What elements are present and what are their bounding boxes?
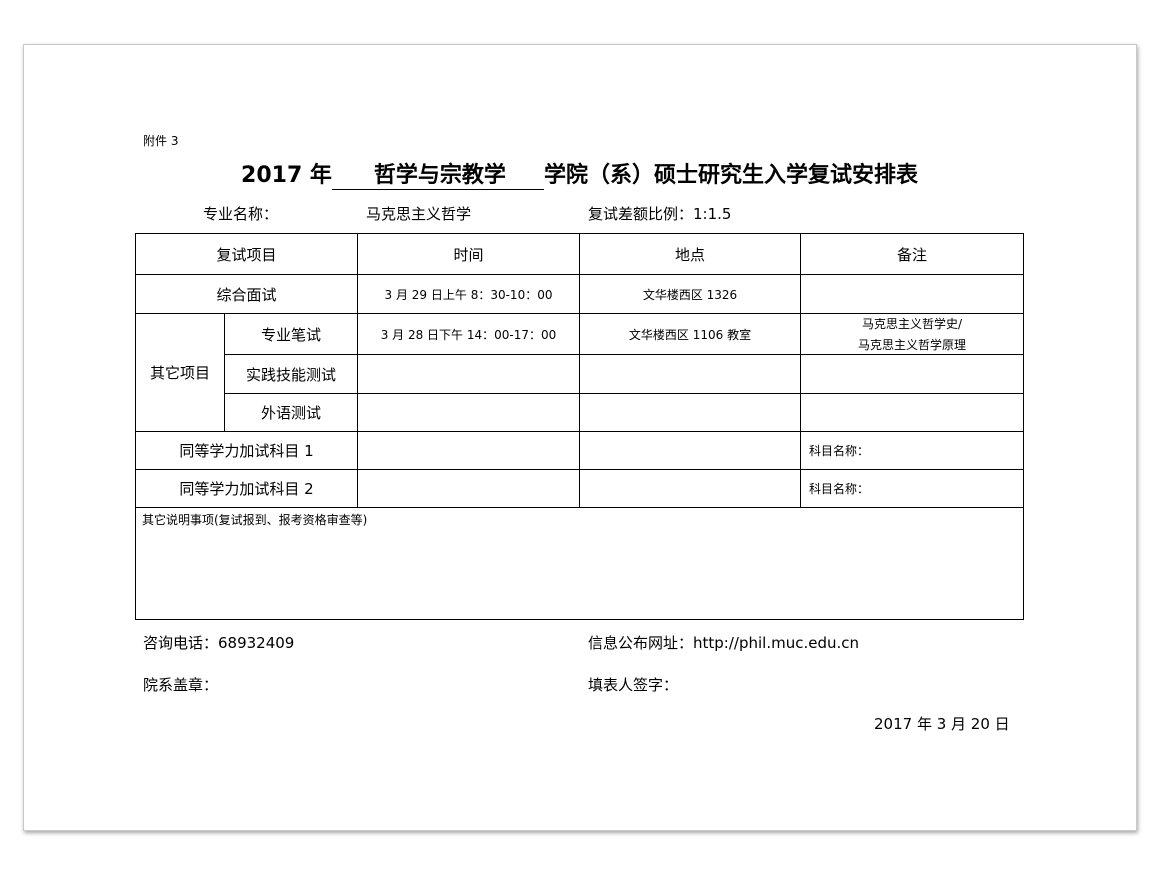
note-cell: 科目名称： <box>800 431 1024 470</box>
note-cell: 科目名称： <box>800 469 1024 508</box>
ratio: 复试差额比例：1:1.5 <box>588 203 731 224</box>
date: 2017 年 3 月 20 日 <box>874 715 1010 733</box>
place-cell: 文华楼西区 1106 教室 <box>579 313 801 355</box>
table-row: 综合面试 3 月 29 日上午 8：30-10：00 文华楼西区 1326 <box>135 274 1024 314</box>
other-group-cell: 其它项目 <box>135 313 225 432</box>
time-cell: 3 月 28 日下午 14：00-17：00 <box>357 313 580 355</box>
time-cell: 3 月 29 日上午 8：30-10：00 <box>357 274 580 314</box>
header-item: 复试项目 <box>135 233 358 275</box>
time-cell <box>357 393 580 432</box>
major-label: 专业名称： <box>203 205 279 223</box>
seal-label: 院系盖章： <box>143 676 219 694</box>
website: 信息公布网址：http://phil.muc.edu.cn <box>588 634 859 652</box>
place-cell: 文华楼西区 1326 <box>579 274 801 314</box>
header-place: 地点 <box>579 233 801 275</box>
table-row: 同等学力加试科目 2 科目名称： <box>135 469 1024 508</box>
note-cell: 马克思主义哲学史/马克思主义哲学原理 <box>800 313 1024 355</box>
schedule-table: 复试项目 时间 地点 备注 综合面试 3 月 29 日上午 8：30-10：00… <box>135 233 1024 620</box>
table-row: 其它项目 专业笔试 3 月 28 日下午 14：00-17：00 文华楼西区 1… <box>135 313 1024 432</box>
note-line: 马克思主义哲学史/ <box>861 317 963 331</box>
table-header-row: 复试项目 时间 地点 备注 <box>135 233 1024 275</box>
major-value: 马克思主义哲学 <box>366 205 472 223</box>
item-cell: 综合面试 <box>135 274 358 314</box>
ratio-value: 1:1.5 <box>693 205 732 223</box>
title-suffix: 学院（系）硕士研究生入学复试安排表 <box>543 163 918 188</box>
note-cell <box>800 393 1024 432</box>
item-cell: 实践技能测试 <box>224 354 358 394</box>
place-cell <box>579 393 801 432</box>
time-cell <box>357 354 580 394</box>
place-cell <box>579 431 801 470</box>
table-row: 实践技能测试 <box>136 354 1024 394</box>
time-cell <box>357 431 580 470</box>
other-notes-cell: 其它说明事项(复试报到、报考资格审查等) <box>135 507 1024 620</box>
title-prefix: 2017 年 <box>241 163 332 188</box>
phone: 咨询电话：68932409 <box>143 634 295 652</box>
attachment-label: 附件 3 <box>143 134 179 148</box>
table-row: 外语测试 <box>136 393 1024 432</box>
table-row: 同等学力加试科目 1 科目名称： <box>135 431 1024 470</box>
place-cell <box>579 469 801 508</box>
note-cell <box>800 354 1024 394</box>
ratio-label: 复试差额比例： <box>588 205 694 223</box>
signer-label: 填表人签字： <box>588 676 679 694</box>
document-title: 2017 年哲学与宗教学 学院（系）硕士研究生入学复试安排表 <box>0 157 1159 190</box>
header-note: 备注 <box>800 233 1024 275</box>
time-cell <box>357 469 580 508</box>
note-line: 马克思主义哲学原理 <box>857 338 966 352</box>
item-cell: 专业笔试 <box>224 313 358 355</box>
note-cell <box>800 274 1024 314</box>
title-college: 哲学与宗教学 <box>331 163 544 190</box>
other-notes-row: 其它说明事项(复试报到、报考资格审查等) <box>135 507 1024 620</box>
header-time: 时间 <box>357 233 580 275</box>
place-cell <box>579 354 801 394</box>
item-cell: 同等学力加试科目 2 <box>135 469 358 508</box>
item-cell: 同等学力加试科目 1 <box>135 431 358 470</box>
item-cell: 外语测试 <box>224 393 358 432</box>
